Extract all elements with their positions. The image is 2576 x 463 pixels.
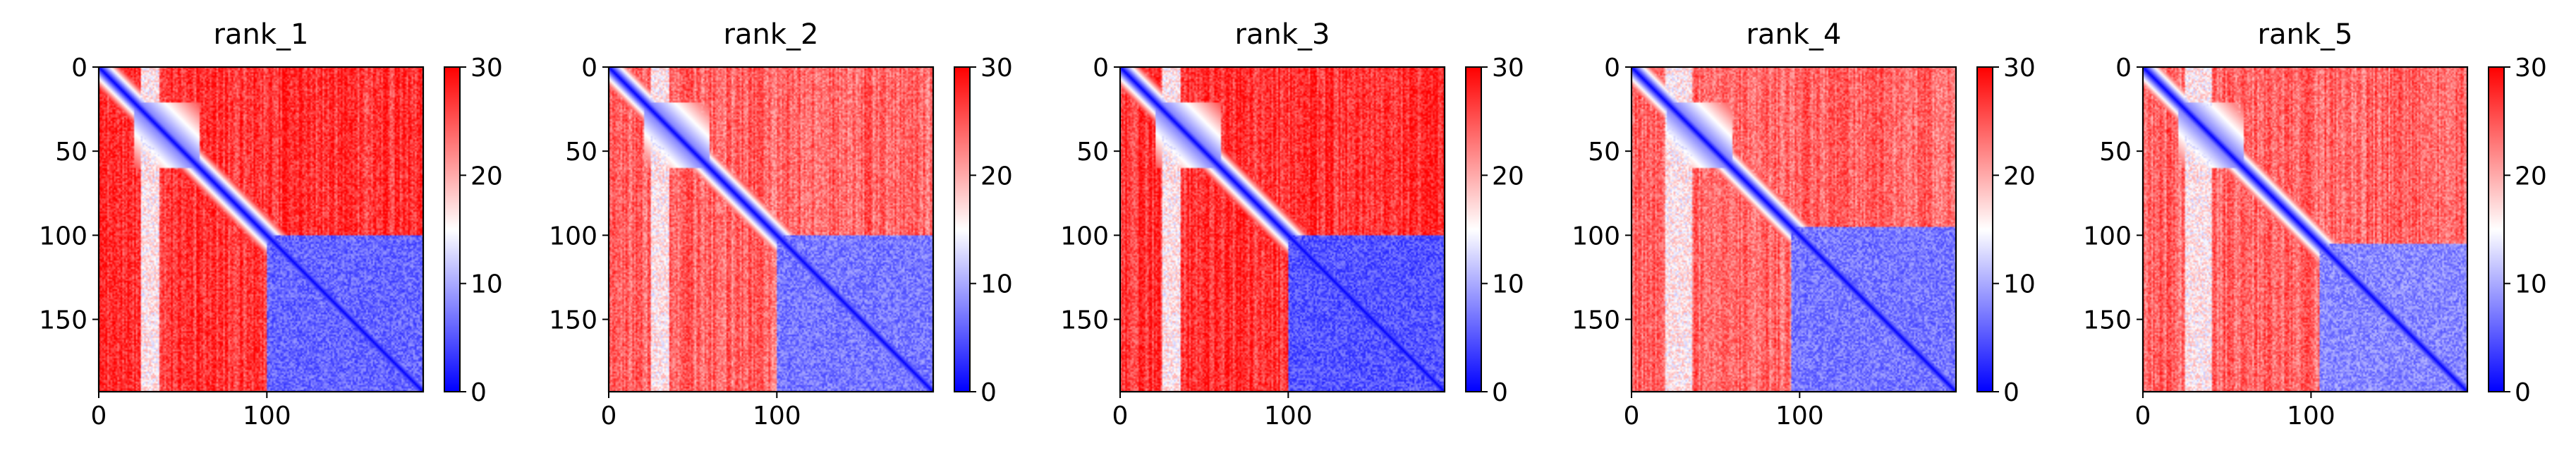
colorbar: [1465, 66, 1482, 392]
y-tick-label: 0: [1604, 54, 1620, 83]
colorbar: [1976, 66, 1993, 392]
x-tick-label: 100: [2287, 402, 2335, 431]
colorbar-tick-label: 20: [1492, 162, 1524, 191]
heatmap-image: [1120, 67, 1445, 392]
colorbar-tick-label: 30: [980, 54, 1013, 83]
panel-title: rank_2: [724, 18, 819, 51]
y-tick-label: 50: [2099, 138, 2132, 167]
panel-title: rank_5: [2258, 18, 2353, 51]
x-tick-label: 0: [1624, 402, 1640, 431]
colorbar-tick-label: 10: [1492, 270, 1524, 299]
colorbar: [2488, 66, 2505, 392]
x-tick-label: 100: [243, 402, 291, 431]
heatmap-image: [1632, 67, 1956, 392]
plot-frame: [2141, 66, 2469, 393]
colorbar-tick-label: 10: [2515, 270, 2547, 299]
y-tick-label: 150: [549, 306, 597, 335]
colorbar-tick-label: 30: [470, 54, 503, 83]
y-tick-label: 100: [1060, 222, 1109, 251]
heatmap-panel-5: rank_5 0 50 100 150 0 100 0 10 20 30: [2083, 18, 2547, 431]
plot-frame: [1630, 66, 1957, 393]
y-tick-label: 50: [1076, 138, 1109, 167]
colorbar-tick-label: 20: [2515, 162, 2547, 191]
colorbar-tick-label: 0: [2515, 378, 2531, 407]
panel-title: rank_3: [1235, 18, 1330, 51]
x-tick-label: 0: [91, 402, 107, 431]
y-tick-label: 100: [549, 222, 597, 251]
colorbar-tick-label: 0: [2003, 378, 2019, 407]
colorbar-tick-label: 0: [980, 378, 997, 407]
y-tick-label: 50: [565, 138, 597, 167]
colorbar-tick-label: 0: [470, 378, 487, 407]
heatmap-image: [609, 67, 933, 392]
panel-title: rank_4: [1746, 18, 1842, 51]
colorbar-tick-label: 20: [980, 162, 1013, 191]
y-tick-label: 150: [1572, 306, 1620, 335]
heatmap-panel-4: rank_4 0 50 100 150 0 100 0 10 20 30: [1572, 18, 2036, 431]
colorbar-tick-label: 10: [980, 270, 1013, 299]
y-tick-label: 100: [1572, 222, 1620, 251]
colorbar-tick-label: 30: [1492, 54, 1524, 83]
y-tick-label: 0: [581, 54, 597, 83]
plot-frame: [1119, 66, 1446, 393]
x-tick-label: 100: [1264, 402, 1313, 431]
plot-frame: [97, 66, 425, 393]
x-tick-label: 100: [1775, 402, 1824, 431]
colorbar: [444, 66, 461, 392]
colorbar-tick-label: 10: [2003, 270, 2036, 299]
y-tick-label: 100: [39, 222, 87, 251]
colorbar-tick-label: 30: [2515, 54, 2547, 83]
y-tick-label: 0: [1093, 54, 1109, 83]
y-tick-label: 50: [55, 138, 87, 167]
heatmap-image: [2143, 67, 2467, 392]
colorbar-tick-label: 20: [470, 162, 503, 191]
colorbar-tick-label: 0: [1492, 378, 1508, 407]
heatmap-panel-3: rank_3 0 50 100 150 0 100 0 10 20 30: [1060, 18, 1524, 431]
y-tick-label: 150: [1060, 306, 1109, 335]
colorbar-tick-label: 10: [470, 270, 503, 299]
x-tick-label: 0: [2135, 402, 2151, 431]
y-tick-label: 150: [39, 306, 87, 335]
heatmap-panel-2: rank_2 0 50 100 150 0 100 0 10 20 30: [549, 18, 1013, 431]
plot-frame: [607, 66, 935, 393]
x-tick-label: 0: [1112, 402, 1129, 431]
heatmap-panel-1: rank_1 0 50 100 150 0 100 0 10 20 30: [39, 18, 503, 431]
colorbar-tick-label: 30: [2003, 54, 2036, 83]
colorbar: [954, 66, 971, 392]
x-tick-label: 100: [753, 402, 801, 431]
y-tick-label: 150: [2083, 306, 2132, 335]
y-tick-label: 0: [2115, 54, 2132, 83]
y-tick-label: 100: [2083, 222, 2132, 251]
panel-title: rank_1: [214, 18, 309, 51]
colorbar-tick-label: 20: [2003, 162, 2036, 191]
y-tick-label: 0: [71, 54, 87, 83]
heatmap-image: [99, 67, 423, 392]
x-tick-label: 0: [601, 402, 617, 431]
y-tick-label: 50: [1588, 138, 1620, 167]
